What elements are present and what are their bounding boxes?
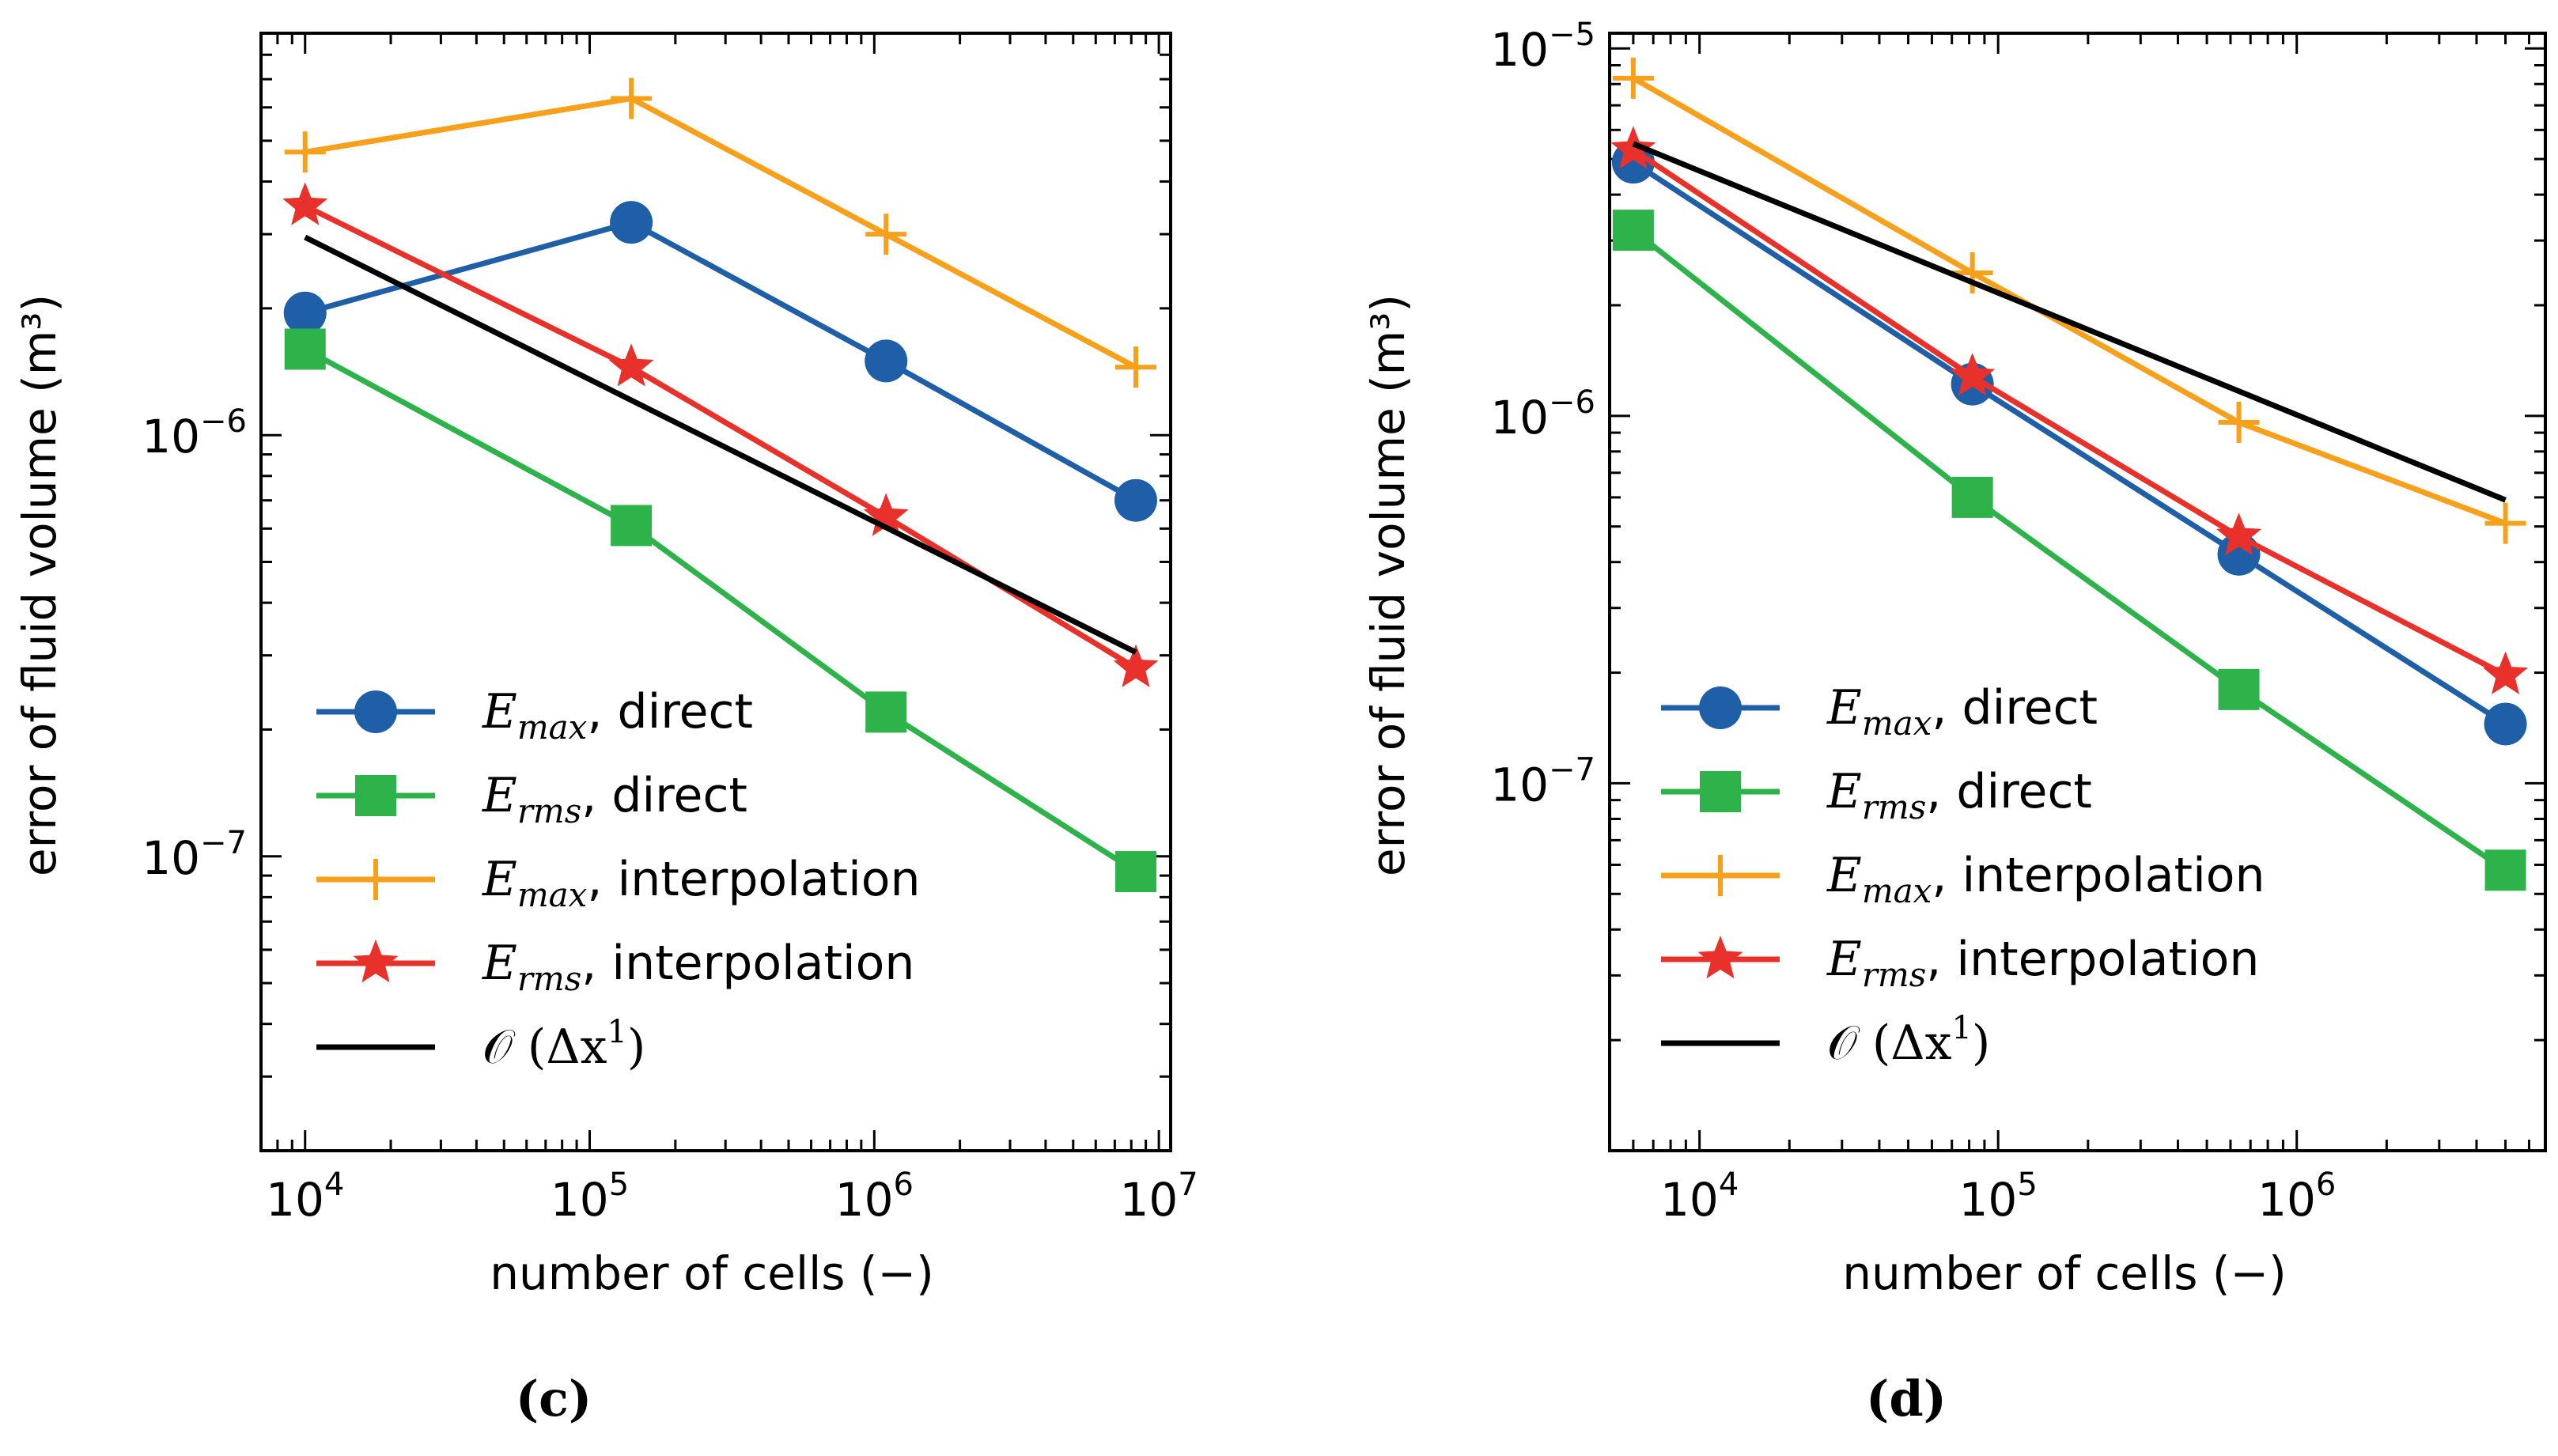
series-line-2	[305, 96, 1137, 370]
data-point	[1951, 476, 1993, 518]
x-tick-label: 104	[266, 1167, 344, 1227]
data-point	[2218, 668, 2260, 710]
series-line-0	[304, 219, 1137, 503]
legend-marker	[355, 859, 396, 900]
legend-marker	[1699, 686, 1742, 729]
data-point	[611, 78, 653, 119]
x-tick-label: 104	[1660, 1167, 1739, 1227]
axis-ticks	[259, 32, 1171, 1152]
series-line-1	[304, 346, 1137, 874]
data-point	[865, 339, 908, 383]
panel-caption: (c)	[516, 1370, 592, 1428]
data-point	[1612, 57, 1654, 99]
y-axis-label: error of fluid volume (m³)	[13, 294, 66, 876]
series-line-4	[304, 234, 1137, 655]
x-tick-label: 107	[1119, 1167, 1198, 1227]
data-point	[863, 493, 909, 536]
legend-marker	[1700, 855, 1741, 896]
panel-d: 104 105 106 10−7 10−6 10−5 number of cells (−)…	[1361, 17, 2547, 1428]
x-axis-label: number of cells (−)	[490, 1246, 933, 1300]
data-point	[2218, 402, 2260, 444]
x-axis-label: number of cells (−)	[1842, 1246, 2286, 1300]
plot-frame	[1608, 32, 2547, 1152]
data-point	[2216, 512, 2262, 556]
legend-label: Erms, interpolation	[482, 936, 914, 998]
legend-label: Erms, interpolation	[1826, 932, 2259, 994]
data-point	[2484, 849, 2526, 891]
plot-frame	[259, 32, 1172, 1152]
legend: Emax, direct Erms, direct Emax, interpolat…	[1661, 680, 2265, 1071]
data-point	[283, 291, 327, 335]
series-line-0	[1631, 160, 2507, 727]
data-point	[284, 131, 326, 173]
data-point	[1114, 346, 1156, 388]
y-tick-label: 10−6	[1490, 384, 1595, 444]
y-tick-label: 10−6	[142, 403, 247, 463]
data-point	[1114, 851, 1156, 893]
data-point	[2484, 702, 2527, 746]
y-tick-label: 10−5	[1490, 17, 1595, 77]
y-tick-label: 10−7	[142, 825, 247, 885]
legend-label: 𝒪 (Δx1)	[482, 1014, 645, 1075]
legend-label: Emax, direct	[1826, 680, 2098, 743]
data-point	[284, 328, 326, 370]
data-point	[282, 182, 328, 225]
data-point	[865, 214, 907, 255]
x-tick-label: 105	[551, 1167, 629, 1227]
data-point	[2484, 502, 2526, 544]
legend-label: Emax, interpolation	[1826, 848, 2265, 910]
data-point	[1951, 252, 1993, 294]
data-point	[865, 691, 907, 733]
legend-label: Erms, direct	[1826, 764, 2092, 826]
y-axis-label: error of fluid volume (m³)	[1361, 294, 1415, 876]
data-point	[1950, 353, 1996, 396]
data-point	[1610, 126, 1656, 169]
data-point	[1612, 210, 1654, 251]
series-line-3	[1631, 147, 2507, 678]
legend-marker	[353, 940, 399, 983]
y-tick-label: 10−7	[1490, 751, 1595, 811]
data-point	[1113, 644, 1159, 687]
series-line-2	[1632, 75, 2507, 526]
legend-marker	[355, 775, 396, 816]
legend-label: Erms, direct	[482, 768, 747, 830]
legend-label: Emax, interpolation	[482, 852, 921, 914]
legend-marker	[1700, 771, 1741, 812]
x-tick-label: 106	[2257, 1167, 2336, 1227]
legend-marker	[1697, 936, 1743, 979]
data-point	[610, 201, 653, 244]
series-line-3	[304, 203, 1137, 671]
series-line-1	[1631, 228, 2507, 873]
x-tick-label: 106	[835, 1167, 914, 1227]
legend-marker	[354, 690, 397, 733]
legend-label: 𝒪 (Δx1)	[1827, 1010, 1990, 1071]
series-line-4	[1632, 141, 2507, 503]
axis-ticks	[1608, 33, 2545, 1152]
data-point	[2483, 651, 2529, 694]
data-point	[608, 343, 654, 387]
data-point	[611, 505, 653, 546]
legend-label: Emax, direct	[482, 684, 753, 747]
panel-c: 104 105 106 107 10−7 10−6 number of cells (−) e…	[13, 32, 1198, 1428]
data-point	[1114, 478, 1157, 522]
legend: Emax, direct Erms, direct Emax, interpolat…	[316, 684, 921, 1075]
panel-caption: (d)	[1866, 1370, 1947, 1428]
x-tick-label: 105	[1959, 1167, 2038, 1227]
